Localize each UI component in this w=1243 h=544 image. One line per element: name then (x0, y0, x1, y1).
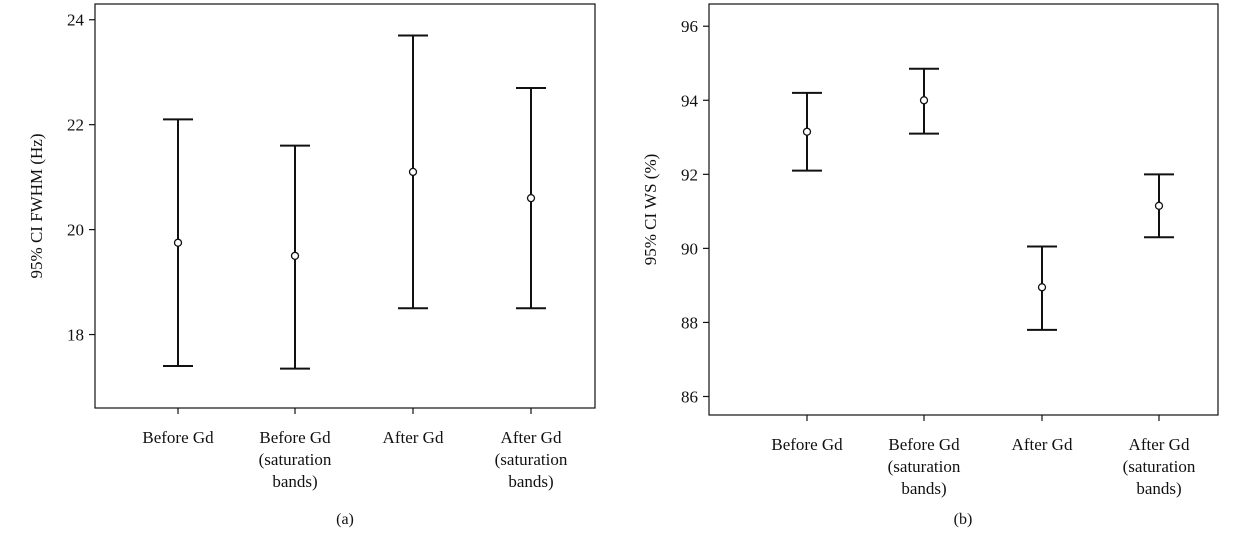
x-tick-label: Before Gd (259, 428, 331, 447)
x-tick-label: (saturation (495, 450, 568, 469)
plot-frame (708, 3, 1219, 416)
y-tick-label: 94 (681, 91, 699, 110)
x-tick-label: bands) (508, 472, 553, 491)
mean-point (1037, 283, 1047, 292)
y-tick-label: 24 (67, 11, 85, 30)
y-tick-label: 90 (681, 239, 698, 258)
x-tick-label: After Gd (1129, 435, 1190, 454)
y-axis-label: 95% CI FWHM (Hz) (27, 134, 46, 279)
y-tick-label: 22 (67, 116, 84, 135)
mean-point (173, 238, 183, 247)
x-tick-label: After Gd (1012, 435, 1073, 454)
mean-point (1154, 201, 1164, 210)
y-tick-label: 92 (681, 165, 698, 184)
plot-frame (94, 3, 596, 409)
mean-point (290, 251, 300, 260)
y-tick-label: 86 (681, 387, 698, 406)
x-tick-label: After Gd (383, 428, 444, 447)
mean-point (526, 193, 536, 203)
x-tick-label: (saturation (888, 457, 961, 476)
y-tick-label: 96 (681, 17, 698, 36)
x-tick-label: bands) (901, 479, 946, 498)
x-tick-label: (saturation (1123, 457, 1196, 476)
chart-panel-a: 18 20 22 24 95% CI FWHM (Hz) Before Gd Before … (27, 3, 596, 528)
y-tick-label: 88 (681, 313, 698, 332)
x-tick-label: Before Gd (888, 435, 960, 454)
y-axis-label: 95% CI WS (%) (641, 154, 660, 266)
mean-point (919, 96, 929, 105)
panel-label: (a) (336, 511, 354, 528)
x-tick-label: bands) (1136, 479, 1181, 498)
x-tick-label: bands) (272, 472, 317, 491)
y-tick-label: 20 (67, 221, 84, 240)
x-tick-label: (saturation (259, 450, 332, 469)
mean-point (408, 167, 418, 177)
x-tick-label: Before Gd (142, 428, 214, 447)
x-tick-label: After Gd (501, 428, 562, 447)
y-tick-label: 18 (67, 326, 84, 345)
mean-point (802, 127, 812, 136)
panel-label: (b) (954, 511, 973, 528)
x-tick-label: Before Gd (771, 435, 843, 454)
chart-panel-b: 86 88 90 92 94 96 95% CI WS (%) Before Gd Before… (641, 3, 1219, 528)
